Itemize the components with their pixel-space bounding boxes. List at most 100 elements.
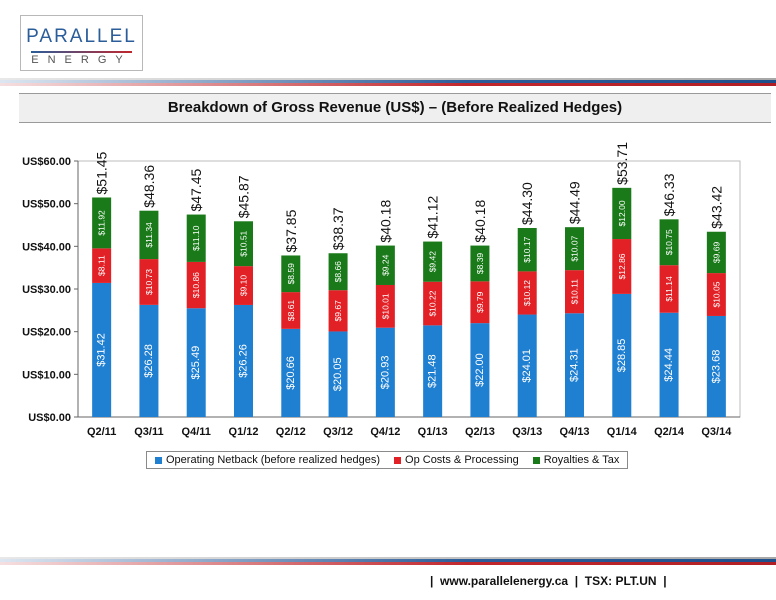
header-stripe-blue	[0, 80, 776, 83]
x-tick-label: Q2/11	[87, 426, 116, 438]
data-label: $8.61	[286, 300, 296, 322]
y-tick-label: US$30.00	[22, 284, 71, 296]
x-tick-label: Q1/12	[229, 426, 259, 438]
bar-segment	[565, 227, 584, 271]
bar-segment	[186, 261, 206, 309]
x-tick-label: Q1/14	[607, 426, 638, 438]
legend-label-netback: Operating Netback (before realized hedge…	[166, 454, 381, 466]
total-label: $48.36	[141, 165, 157, 208]
legend-swatch-royalties	[532, 456, 540, 464]
plot-area	[77, 160, 741, 418]
bar-segment	[517, 314, 537, 417]
data-label: $31.42	[96, 333, 108, 367]
y-tick-label: US$10.00	[22, 369, 71, 381]
header-stripe-red	[0, 83, 776, 86]
legend-item-royalties: Royalties & Tax	[532, 454, 620, 466]
data-label: $10.11	[570, 279, 580, 305]
legend-swatch-opcosts	[394, 456, 402, 464]
data-label: $9.10	[239, 275, 249, 297]
bar-segment	[92, 197, 112, 249]
bar-segment	[706, 273, 726, 316]
x-tick-label: Q2/13	[465, 426, 495, 438]
data-label: $11.92	[97, 210, 107, 236]
bar-segment	[234, 221, 253, 267]
data-label: $10.86	[191, 272, 201, 298]
total-label: $41.12	[425, 196, 441, 239]
data-label: $10.73	[144, 269, 154, 295]
bar-segment	[659, 312, 679, 417]
total-label: $45.87	[236, 175, 252, 218]
bar-segment	[375, 284, 395, 328]
chart-title: Breakdown of Gross Revenue (US$) – (Befo…	[19, 93, 771, 123]
data-label: $28.85	[616, 339, 628, 373]
bar-segment	[139, 259, 159, 305]
bar-segment	[612, 187, 632, 240]
x-tick-label: Q3/11	[134, 426, 163, 438]
x-tick-label: Q3/12	[323, 426, 353, 438]
bar-segment	[328, 290, 348, 332]
total-label: $37.85	[283, 209, 299, 252]
data-label: $9.42	[428, 251, 438, 273]
data-label: $24.44	[663, 348, 675, 382]
bar-segment	[92, 282, 112, 417]
chart-legend: Operating Netback (before realized hedge…	[146, 451, 629, 469]
x-tick-label: Q3/14	[701, 426, 732, 438]
legend-swatch-netback	[155, 456, 162, 464]
bar-segment	[706, 231, 726, 274]
data-label: $8.66	[333, 261, 343, 283]
total-label: $43.42	[708, 186, 724, 229]
logo-wordmark-bottom: ENERGY	[31, 54, 132, 66]
legend-label-royalties: Royalties & Tax	[543, 454, 620, 466]
data-label: $21.48	[427, 354, 439, 388]
bar-segment	[706, 315, 726, 417]
bar-segment	[612, 239, 632, 294]
data-label: $11.10	[191, 225, 201, 251]
data-label: $10.12	[522, 280, 532, 306]
footer-bar: | www.parallelenergy.ca | TSX: PLT.UN |	[430, 574, 667, 588]
y-tick-label: US$50.00	[22, 199, 71, 211]
bar-segment	[186, 214, 206, 262]
y-tick-label: US$60.00	[22, 156, 71, 168]
bar-segment	[659, 219, 679, 266]
data-label: $23.68	[710, 350, 722, 384]
data-label: $25.49	[190, 346, 202, 380]
total-label: $46.33	[661, 173, 677, 216]
footer-stripe-red	[0, 562, 776, 565]
total-label: $44.49	[567, 181, 583, 224]
data-label: $9.24	[380, 254, 390, 276]
bar-segment	[186, 308, 206, 417]
x-tick-label: Q1/13	[418, 426, 448, 438]
company-logo: PARALLEL ENERGY	[20, 15, 143, 71]
data-label: $10.01	[380, 293, 390, 319]
bar-segment	[423, 281, 443, 326]
x-tick-label: Q4/13	[560, 426, 590, 438]
bar-segment	[139, 304, 159, 417]
data-label: $22.00	[474, 353, 486, 387]
x-tick-label: Q2/12	[276, 426, 306, 438]
ticker-symbol: TSX: PLT.UN	[584, 574, 657, 588]
bar-segment	[375, 327, 395, 417]
data-label: $20.66	[285, 356, 297, 390]
data-label: $12.00	[617, 200, 627, 226]
total-label: $53.71	[614, 142, 630, 185]
data-label: $20.93	[379, 356, 391, 390]
x-tick-label: Q3/13	[512, 426, 542, 438]
data-label: $24.31	[569, 348, 581, 382]
total-label: $44.30	[519, 182, 535, 225]
data-label: $11.14	[664, 276, 674, 302]
legend-item-netback: Operating Netback (before realized hedge…	[155, 454, 380, 466]
data-label: $10.17	[522, 236, 532, 262]
bar-segment	[234, 304, 253, 417]
bar-segment	[470, 323, 490, 417]
bar-segment	[281, 328, 301, 417]
bar-segment	[517, 227, 537, 272]
data-label: $8.11	[97, 255, 107, 276]
bar-segment	[565, 270, 584, 314]
data-label: $12.86	[617, 253, 627, 279]
bar-segment	[659, 265, 679, 313]
bar-segment	[470, 245, 490, 282]
data-label: $9.79	[475, 291, 485, 313]
bar-segment	[328, 331, 348, 417]
website-link[interactable]: www.parallelenergy.ca	[440, 574, 569, 588]
